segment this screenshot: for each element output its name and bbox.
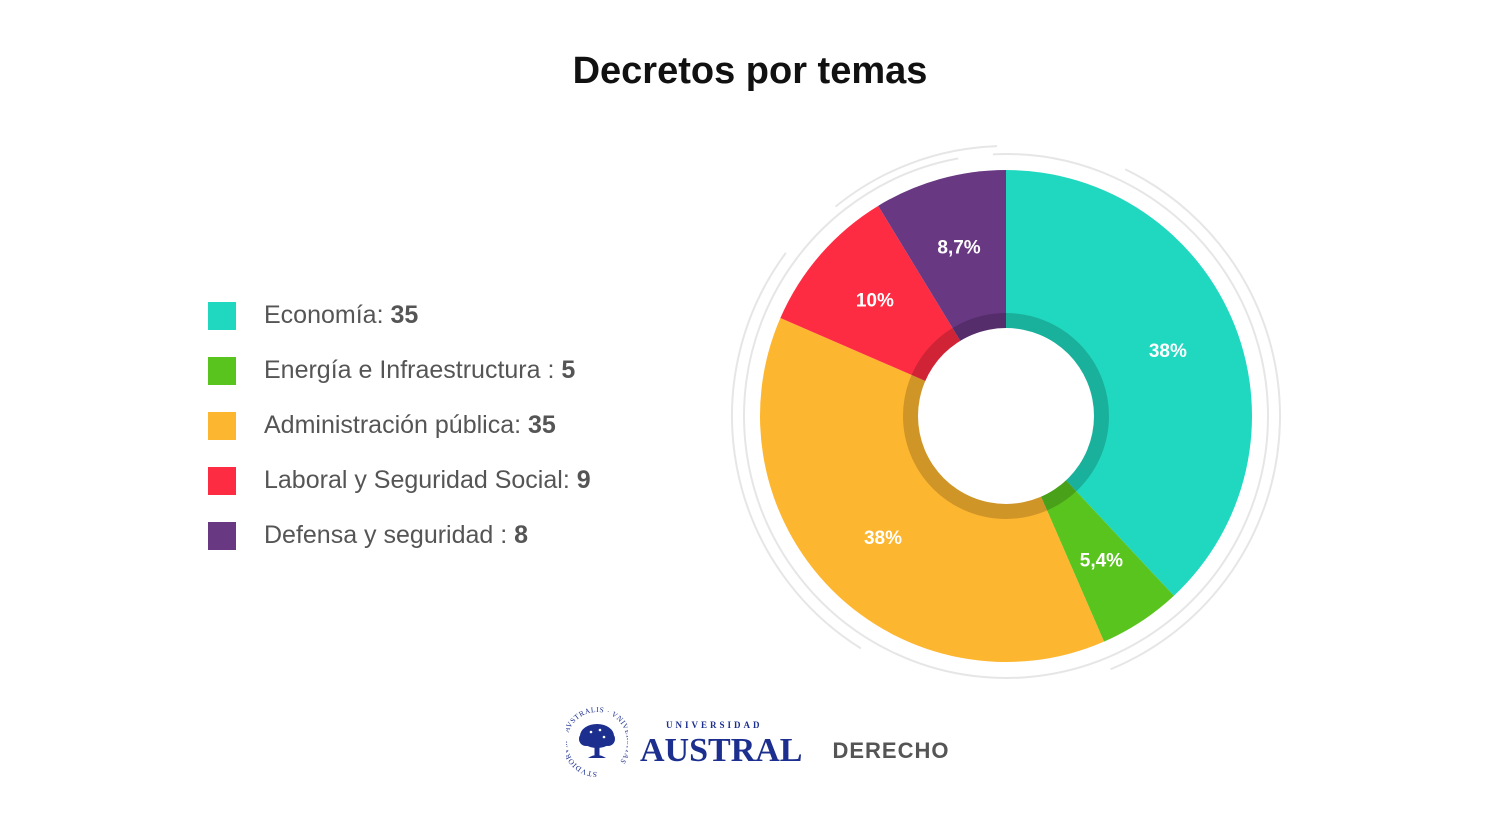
legend-separator: : <box>493 521 515 549</box>
legend-label: Laboral y Seguridad Social <box>264 466 563 494</box>
legend-separator: : <box>376 301 391 329</box>
legend-label: Energía e Infraestructura <box>264 356 541 384</box>
footer-branding: STVDIORVM · AVSTRALIS · VNIVERSITAS UNIV… <box>566 706 950 782</box>
slice-label: 5,4% <box>1080 551 1123 572</box>
university-label: UNIVERSIDAD <box>666 719 763 730</box>
legend-swatch <box>208 356 236 385</box>
slice-economia <box>1006 170 1252 596</box>
decorative-ring-arc <box>743 152 1269 679</box>
legend-value: 5 <box>561 356 576 384</box>
faculty-name: DERECHO <box>832 738 950 763</box>
legend-item-laboral: Laboral y Seguridad Social: 9 <box>208 453 591 508</box>
chart-title: Decretos por temas <box>572 50 928 92</box>
legend-item-economia: Economía: 35 <box>208 288 591 343</box>
university-name: AUSTRAL <box>640 731 803 769</box>
decorative-ring-arc <box>834 145 998 208</box>
donut-hole <box>918 328 1094 504</box>
legend-value: 8 <box>514 521 529 549</box>
inner-shadow-ring <box>903 313 1109 519</box>
legend-value: 9 <box>576 466 591 494</box>
legend-item-administracion: Administración pública: 35 <box>208 398 591 453</box>
legend: Economía: 35 Energía e Infraestructura :… <box>208 288 591 563</box>
legend-item-energia: Energía e Infraestructura : 5 <box>208 343 591 398</box>
legend-item-defensa: Defensa y seguridad : 8 <box>208 508 591 563</box>
legend-value: 35 <box>390 301 419 329</box>
legend-label: Administración pública <box>264 411 515 439</box>
university-seal-logo: STVDIORVM · AVSTRALIS · VNIVERSITAS <box>566 706 628 779</box>
slice-label: 8,7% <box>937 237 980 258</box>
legend-swatch <box>208 521 236 550</box>
legend-value: 35 <box>528 411 556 439</box>
slice-label: 38% <box>864 528 902 549</box>
slice-administracion <box>760 317 1105 662</box>
legend-separator: : <box>514 411 529 439</box>
slice-label: 10% <box>856 291 894 312</box>
legend-separator: : <box>540 356 562 384</box>
legend-swatch <box>208 466 236 495</box>
decorative-ring-arc <box>731 252 862 650</box>
slice-labels: 38% 5,4% 38% 10% 8,7% <box>856 237 1187 571</box>
decorative-ring-arc <box>1110 168 1281 671</box>
legend-label: Defensa y seguridad <box>264 521 494 549</box>
legend-swatch <box>208 301 236 330</box>
legend-separator: : <box>562 466 577 494</box>
donut-center <box>903 313 1109 519</box>
university-wordmark: UNIVERSIDAD AUSTRAL <box>640 719 803 769</box>
decorative-rings <box>731 145 1281 679</box>
slice-label: 38% <box>1149 341 1187 362</box>
legend-swatch <box>208 411 236 440</box>
legend-label: Economía <box>264 301 377 329</box>
